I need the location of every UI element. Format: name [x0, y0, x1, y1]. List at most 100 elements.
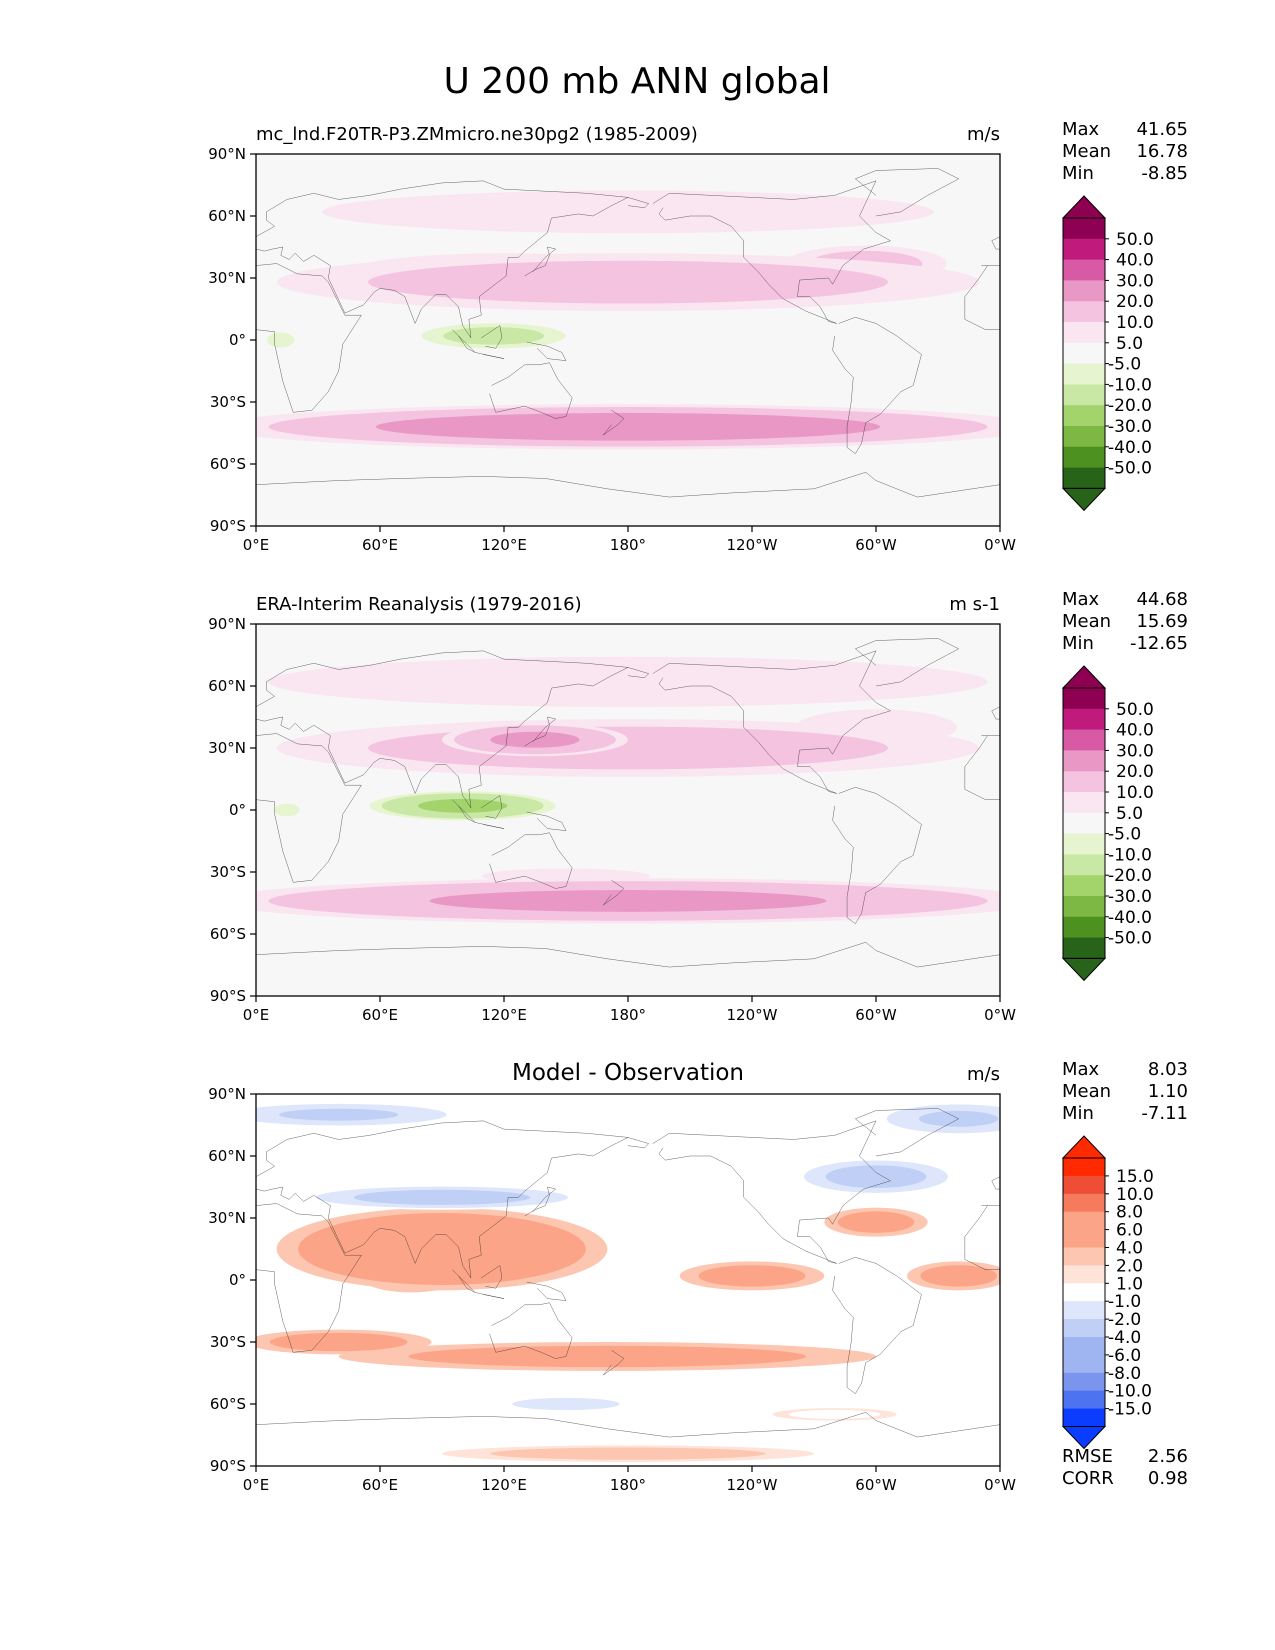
- colorbar-label: 15.0: [1116, 1167, 1154, 1187]
- y-tick-label: 60°S: [210, 925, 246, 943]
- field-contour: [294, 1336, 384, 1348]
- x-tick-label: 180°: [610, 1476, 646, 1494]
- field-contour: [362, 1229, 522, 1269]
- colorbar-label: -30.0: [1108, 417, 1152, 437]
- coastline: [490, 1303, 573, 1359]
- coastline: [527, 812, 566, 831]
- coastline: [481, 796, 502, 819]
- colorbar-label: -40.0: [1108, 908, 1152, 928]
- coastline: [525, 717, 556, 746]
- x-tick-label: 0°W: [984, 536, 1016, 554]
- field-contour: [429, 415, 827, 438]
- coastline: [628, 667, 649, 677]
- coastline: [527, 342, 566, 361]
- coastline: [256, 1412, 1000, 1437]
- x-tick-label: 120°W: [727, 536, 778, 554]
- coastline: [833, 317, 922, 453]
- colorbar-label: 5.0: [1116, 804, 1143, 824]
- colorbar-segment: [1063, 342, 1105, 365]
- colorbar-segment: [1063, 750, 1105, 772]
- colorbar-label: 8.0: [1116, 1203, 1143, 1223]
- colorbar-segment: [1063, 833, 1105, 855]
- y-tick-label: 90°N: [208, 615, 246, 633]
- colorbar-segment: [1063, 896, 1105, 918]
- colorbar-segment: [1063, 363, 1105, 385]
- colorbar-segment: [1063, 1175, 1105, 1195]
- y-tick-label: 60°S: [210, 1395, 246, 1413]
- y-tick-label: 30°S: [210, 1333, 246, 1351]
- coastline: [475, 1292, 504, 1298]
- colorbar-label: 6.0: [1116, 1221, 1143, 1241]
- panel-test-units: m/s: [967, 124, 1000, 145]
- field-contour: [538, 1449, 718, 1458]
- colorbar-label: -50.0: [1108, 929, 1152, 949]
- field-contour: [717, 1268, 787, 1283]
- coastline: [256, 734, 361, 883]
- coastline: [481, 326, 502, 349]
- y-tick-label: 90°S: [210, 987, 246, 1005]
- y-tick-label: 90°N: [208, 145, 246, 163]
- colorbar-outline: [1062, 217, 1106, 489]
- panel-difference-units: m/s: [967, 1064, 1000, 1085]
- field-contour: [429, 667, 827, 696]
- panel-test: mc_lnd.F20TR-P3.ZMmicro.ne30pg2 (1985-20…: [208, 119, 1188, 554]
- x-tick-label: 180°: [610, 1006, 646, 1024]
- panel-test-title: mc_lnd.F20TR-P3.ZMmicro.ne30pg2 (1985-20…: [256, 124, 698, 145]
- y-tick-label: 0°: [229, 331, 246, 349]
- colorbar-segment: [1063, 218, 1105, 240]
- x-tick-label: 0°W: [984, 1476, 1016, 1494]
- colorbar-segment: [1063, 1247, 1105, 1266]
- x-tick-label: 0°E: [243, 536, 270, 554]
- field-contour: [531, 1400, 601, 1408]
- colorbar-label: 1.0: [1116, 1274, 1143, 1294]
- coastline: [256, 1204, 361, 1353]
- coastline: [525, 1187, 556, 1216]
- colorbar-label: -15.0: [1108, 1400, 1152, 1420]
- stat-max-label: Max: [1062, 589, 1100, 610]
- coastline: [992, 707, 1000, 719]
- y-tick-label: 90°S: [210, 517, 246, 535]
- coastline: [452, 1270, 475, 1293]
- x-tick-label: 60°E: [362, 1006, 398, 1024]
- panel-reference: ERA-Interim Reanalysis (1979-2016) m s-1…: [208, 589, 1188, 1024]
- y-tick-label: 60°S: [210, 455, 246, 473]
- colorbar-label: 2.0: [1116, 1256, 1143, 1276]
- y-tick-label: 30°N: [208, 269, 246, 287]
- field-contour: [429, 197, 827, 226]
- colorbar-segment: [1063, 1408, 1105, 1427]
- stat-max-label: Max: [1062, 119, 1100, 140]
- coastline: [452, 800, 475, 823]
- colorbar-label: -6.0: [1108, 1346, 1141, 1366]
- field-contour: [271, 335, 290, 345]
- stat-mean-label: Mean: [1062, 1081, 1111, 1102]
- colorbar-segment: [1063, 322, 1105, 344]
- coastline: [475, 822, 504, 828]
- y-tick-label: 0°: [229, 801, 246, 819]
- colorbar-cap-top: [1061, 1135, 1107, 1159]
- colorbar-segment: [1063, 854, 1105, 876]
- panel-test-map: [256, 154, 1000, 526]
- colorbar-label: -10.0: [1108, 845, 1152, 865]
- colorbar-label: 40.0: [1116, 251, 1154, 271]
- colorbar-segment: [1063, 384, 1105, 406]
- field-contour: [429, 890, 827, 912]
- colorbar-label: -2.0: [1108, 1310, 1141, 1330]
- stat-mean-value: 1.10: [1148, 1081, 1188, 1102]
- stat-corr-label: CORR: [1062, 1468, 1114, 1489]
- colorbar-segment: [1063, 812, 1105, 835]
- panel-difference-map: [256, 1094, 1000, 1466]
- stat-mean-label: Mean: [1062, 611, 1111, 632]
- coastline: [256, 942, 1000, 967]
- coastline: [481, 1266, 502, 1289]
- colorbar-label: 10.0: [1116, 783, 1154, 803]
- coastline: [653, 651, 891, 794]
- x-tick-label: 60°E: [362, 536, 398, 554]
- colorbar-label: 4.0: [1116, 1239, 1143, 1259]
- field-contour: [453, 328, 534, 343]
- colorbar-segment: [1063, 426, 1105, 448]
- field-contour: [277, 805, 297, 815]
- colorbar-segment: [1063, 729, 1105, 751]
- coastline: [653, 181, 891, 324]
- coastline: [256, 264, 361, 413]
